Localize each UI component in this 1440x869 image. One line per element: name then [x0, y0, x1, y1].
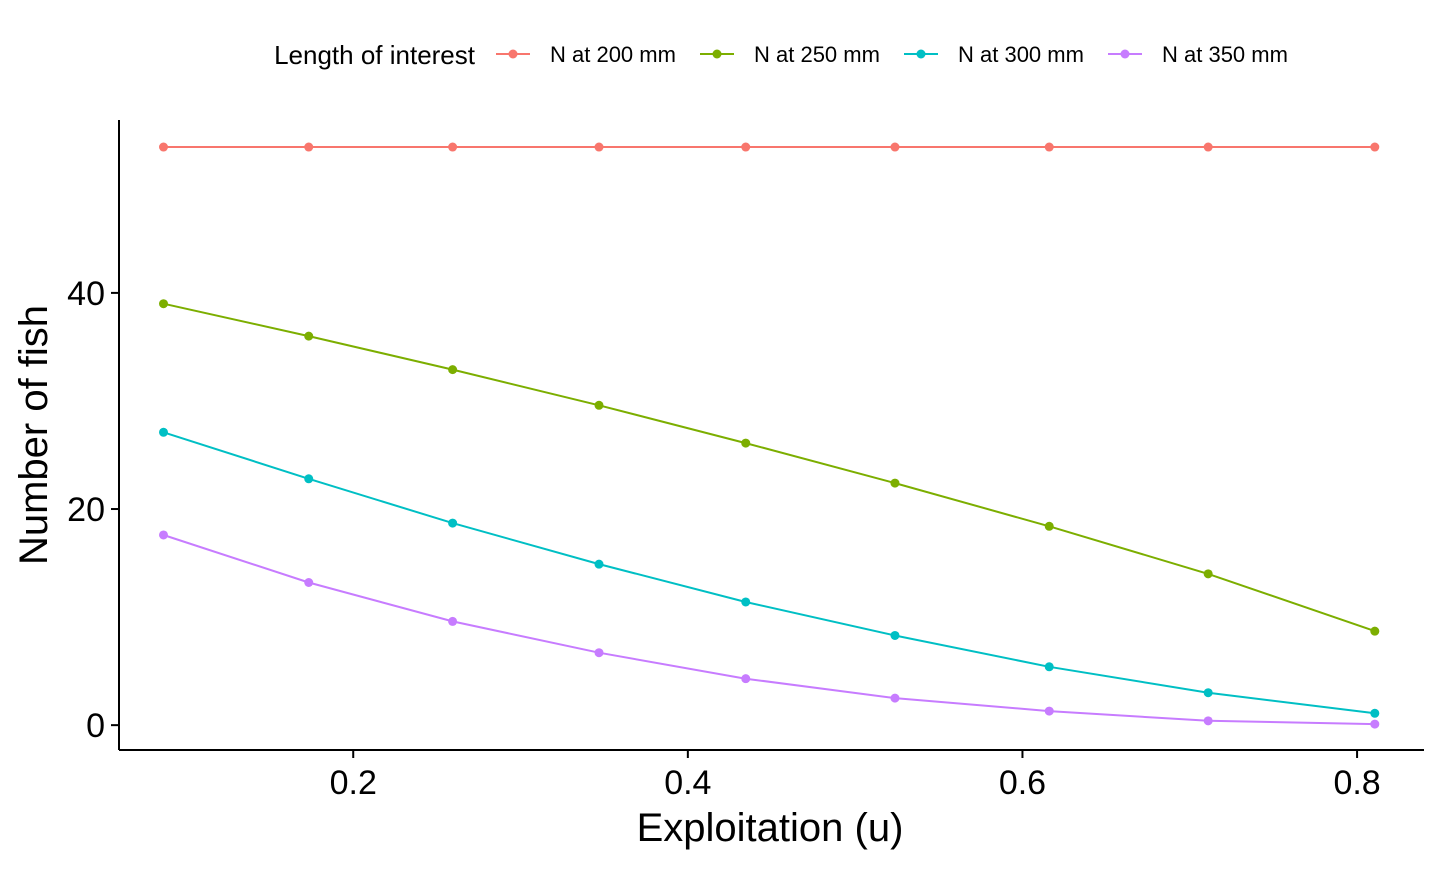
- legend-item: N at 250 mm: [700, 42, 880, 67]
- data-point: [1203, 716, 1213, 726]
- legend-label: N at 200 mm: [550, 42, 676, 67]
- data-point: [448, 142, 458, 152]
- data-point: [1203, 688, 1213, 698]
- y-axis-title: Number of fish: [12, 305, 56, 565]
- data-point: [1044, 521, 1054, 531]
- data-point: [1370, 708, 1380, 718]
- data-point: [890, 142, 900, 152]
- y-tick-label: 0: [86, 707, 105, 745]
- legend: Length of interest N at 200 mm N at 250 m…: [274, 40, 1288, 70]
- data-point: [1370, 142, 1380, 152]
- y-axis-ticks: 0 20 40: [67, 275, 119, 745]
- data-point: [159, 427, 169, 437]
- data-point: [304, 578, 314, 588]
- data-point: [159, 142, 169, 152]
- series-layer: [159, 142, 1380, 729]
- data-point: [304, 474, 314, 484]
- legend-key-point: [916, 49, 926, 59]
- x-tick-label: 0.8: [1333, 764, 1380, 802]
- data-point: [304, 331, 314, 341]
- legend-item: N at 200 mm: [496, 42, 676, 67]
- x-tick-label: 0.2: [330, 764, 377, 802]
- data-point: [1044, 142, 1054, 152]
- x-tick-label: 0.6: [999, 764, 1046, 802]
- legend-label: N at 350 mm: [1162, 42, 1288, 67]
- series-line: [163, 431, 1375, 715]
- data-point: [741, 674, 751, 684]
- x-tick-label: 0.4: [664, 764, 711, 802]
- legend-title: Length of interest: [274, 40, 476, 70]
- legend-key-point: [508, 49, 518, 59]
- data-point: [1203, 569, 1213, 579]
- data-point: [448, 365, 458, 375]
- data-point: [594, 400, 604, 410]
- data-point: [448, 616, 458, 626]
- data-point: [1370, 626, 1380, 636]
- series-3: [159, 427, 1380, 718]
- data-point: [159, 299, 169, 309]
- data-point: [159, 530, 169, 540]
- data-point: [448, 518, 458, 528]
- legend-label: N at 250 mm: [754, 42, 880, 67]
- data-point: [594, 648, 604, 658]
- legend-label: N at 300 mm: [958, 42, 1084, 67]
- series-2: [159, 299, 1380, 636]
- data-point: [890, 693, 900, 703]
- data-point: [1044, 662, 1054, 672]
- series-1: [159, 142, 1380, 152]
- data-point: [741, 597, 751, 607]
- data-point: [890, 630, 900, 640]
- legend-item: N at 350 mm: [1108, 42, 1288, 67]
- data-point: [594, 559, 604, 569]
- data-point: [890, 478, 900, 488]
- legend-key-point: [1120, 49, 1130, 59]
- data-point: [1044, 706, 1054, 716]
- data-point: [304, 142, 314, 152]
- data-point: [741, 142, 751, 152]
- data-point: [594, 142, 604, 152]
- data-point: [1203, 142, 1213, 152]
- legend-item: N at 300 mm: [904, 42, 1084, 67]
- x-axis-ticks: 0.2 0.4 0.6 0.8: [330, 750, 1381, 802]
- data-point: [741, 438, 751, 448]
- x-axis-title: Exploitation (u): [637, 806, 904, 850]
- legend-key-point: [712, 49, 722, 59]
- series-4: [159, 530, 1380, 729]
- y-tick-label: 20: [67, 491, 105, 529]
- y-tick-label: 40: [67, 275, 105, 313]
- data-point: [1370, 719, 1380, 729]
- series-line: [163, 534, 1375, 726]
- series-line: [163, 302, 1376, 633]
